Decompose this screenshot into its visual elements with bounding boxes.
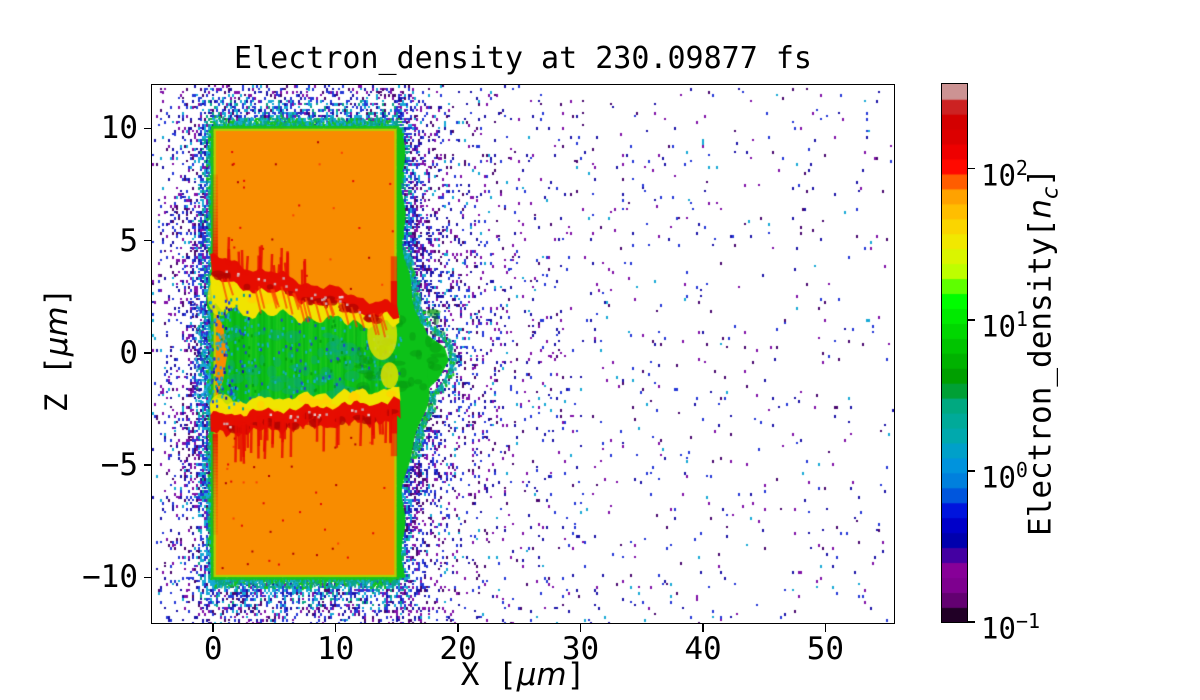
colorbar-tick-mark — [968, 319, 975, 321]
colorbar-label: Electron_density[nc] — [1022, 168, 1063, 536]
colorbar-tick-label: 10−1 — [981, 609, 1041, 646]
x-tick-label: 50 — [806, 631, 845, 667]
plot-title: Electron_density at 230.09877 fs — [234, 41, 812, 76]
x-tick-label: 20 — [439, 631, 477, 667]
colorbar-tick-mark — [968, 167, 975, 170]
x-label-close: ] — [566, 657, 586, 693]
z-tick-mark — [143, 576, 152, 579]
x-label-units: μm — [516, 657, 567, 693]
z-axis-label: Z [μm] — [39, 288, 75, 413]
colorbar-canvas — [942, 84, 967, 622]
plot-area — [152, 85, 894, 623]
colorbar-label-symbol: n — [1022, 199, 1059, 219]
colorbar-tick-label: 101 — [981, 306, 1028, 344]
colorbar — [942, 84, 967, 622]
colorbar-tick-mark — [968, 621, 975, 623]
colorbar-tick-label: 100 — [981, 457, 1028, 495]
x-tick-mark — [334, 623, 337, 632]
colorbar-label-close: ] — [1022, 168, 1059, 187]
x-tick-label: 30 — [561, 631, 600, 667]
z-label-text: Z [ — [39, 356, 75, 413]
z-tick-label: 5 — [119, 222, 138, 259]
z-tick-label: 10 — [100, 110, 138, 147]
x-tick-mark — [824, 623, 827, 632]
z-label-close: ] — [39, 287, 75, 307]
z-tick-label: −5 — [100, 447, 138, 484]
x-tick-mark — [457, 623, 459, 632]
x-axis-label: X [μm] — [152, 657, 894, 693]
z-tick-mark — [143, 464, 152, 466]
z-tick-label: −10 — [82, 559, 138, 596]
colorbar-tick-mark — [968, 470, 975, 472]
z-label-units: μm — [39, 306, 75, 357]
x-tick-label: 10 — [316, 631, 355, 667]
x-tick-label: 40 — [684, 631, 722, 667]
x-tick-mark — [212, 623, 214, 632]
x-tick-label: 0 — [203, 631, 223, 667]
z-tick-mark — [143, 352, 152, 354]
x-label-text: X [ — [460, 657, 517, 693]
colorbar-label-text: Electron_density[ — [1022, 218, 1059, 536]
x-tick-mark — [579, 623, 582, 632]
colorbar-label-subscript: c — [1037, 186, 1064, 200]
heatmap-canvas — [152, 85, 894, 623]
colorbar-tick-label: 102 — [981, 155, 1028, 193]
x-tick-mark — [702, 623, 704, 632]
z-tick-mark — [143, 127, 152, 130]
z-tick-label: 0 — [119, 334, 138, 371]
z-tick-mark — [143, 239, 152, 242]
